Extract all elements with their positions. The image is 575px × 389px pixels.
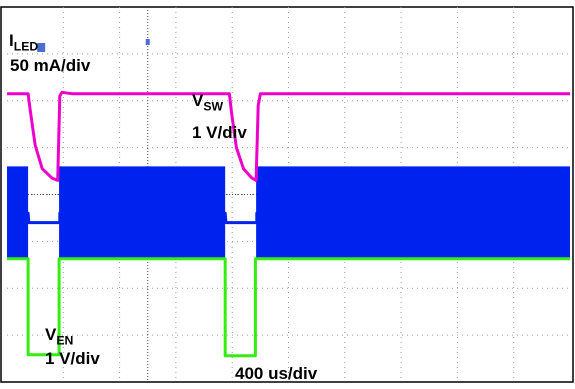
- ven-trace: [7, 257, 570, 358]
- vsw-name: V: [192, 91, 204, 110]
- trigger-marker: [37, 43, 46, 52]
- vsw-trace: [7, 90, 570, 182]
- time-scale-label: 400 us/div: [235, 364, 318, 383]
- ven-scale: 1 V/div: [45, 349, 100, 368]
- ven-name: V: [45, 325, 57, 344]
- ven-label: VEN: [45, 325, 73, 346]
- iled-label: ILED: [9, 31, 38, 52]
- center-tick-marker: [145, 39, 150, 45]
- iled-subscript: LED: [13, 39, 39, 54]
- iled-name: I: [9, 31, 14, 50]
- markers: [37, 39, 150, 52]
- traces: [7, 90, 570, 358]
- vsw-subscript: SW: [203, 99, 224, 114]
- iled-trace: [7, 211, 570, 225]
- iled-scale: 50 mA/div: [10, 56, 91, 75]
- vsw-scale: 1 V/div: [192, 123, 247, 142]
- vsw-label: VSW: [192, 91, 223, 112]
- ven-subscript: EN: [56, 333, 74, 348]
